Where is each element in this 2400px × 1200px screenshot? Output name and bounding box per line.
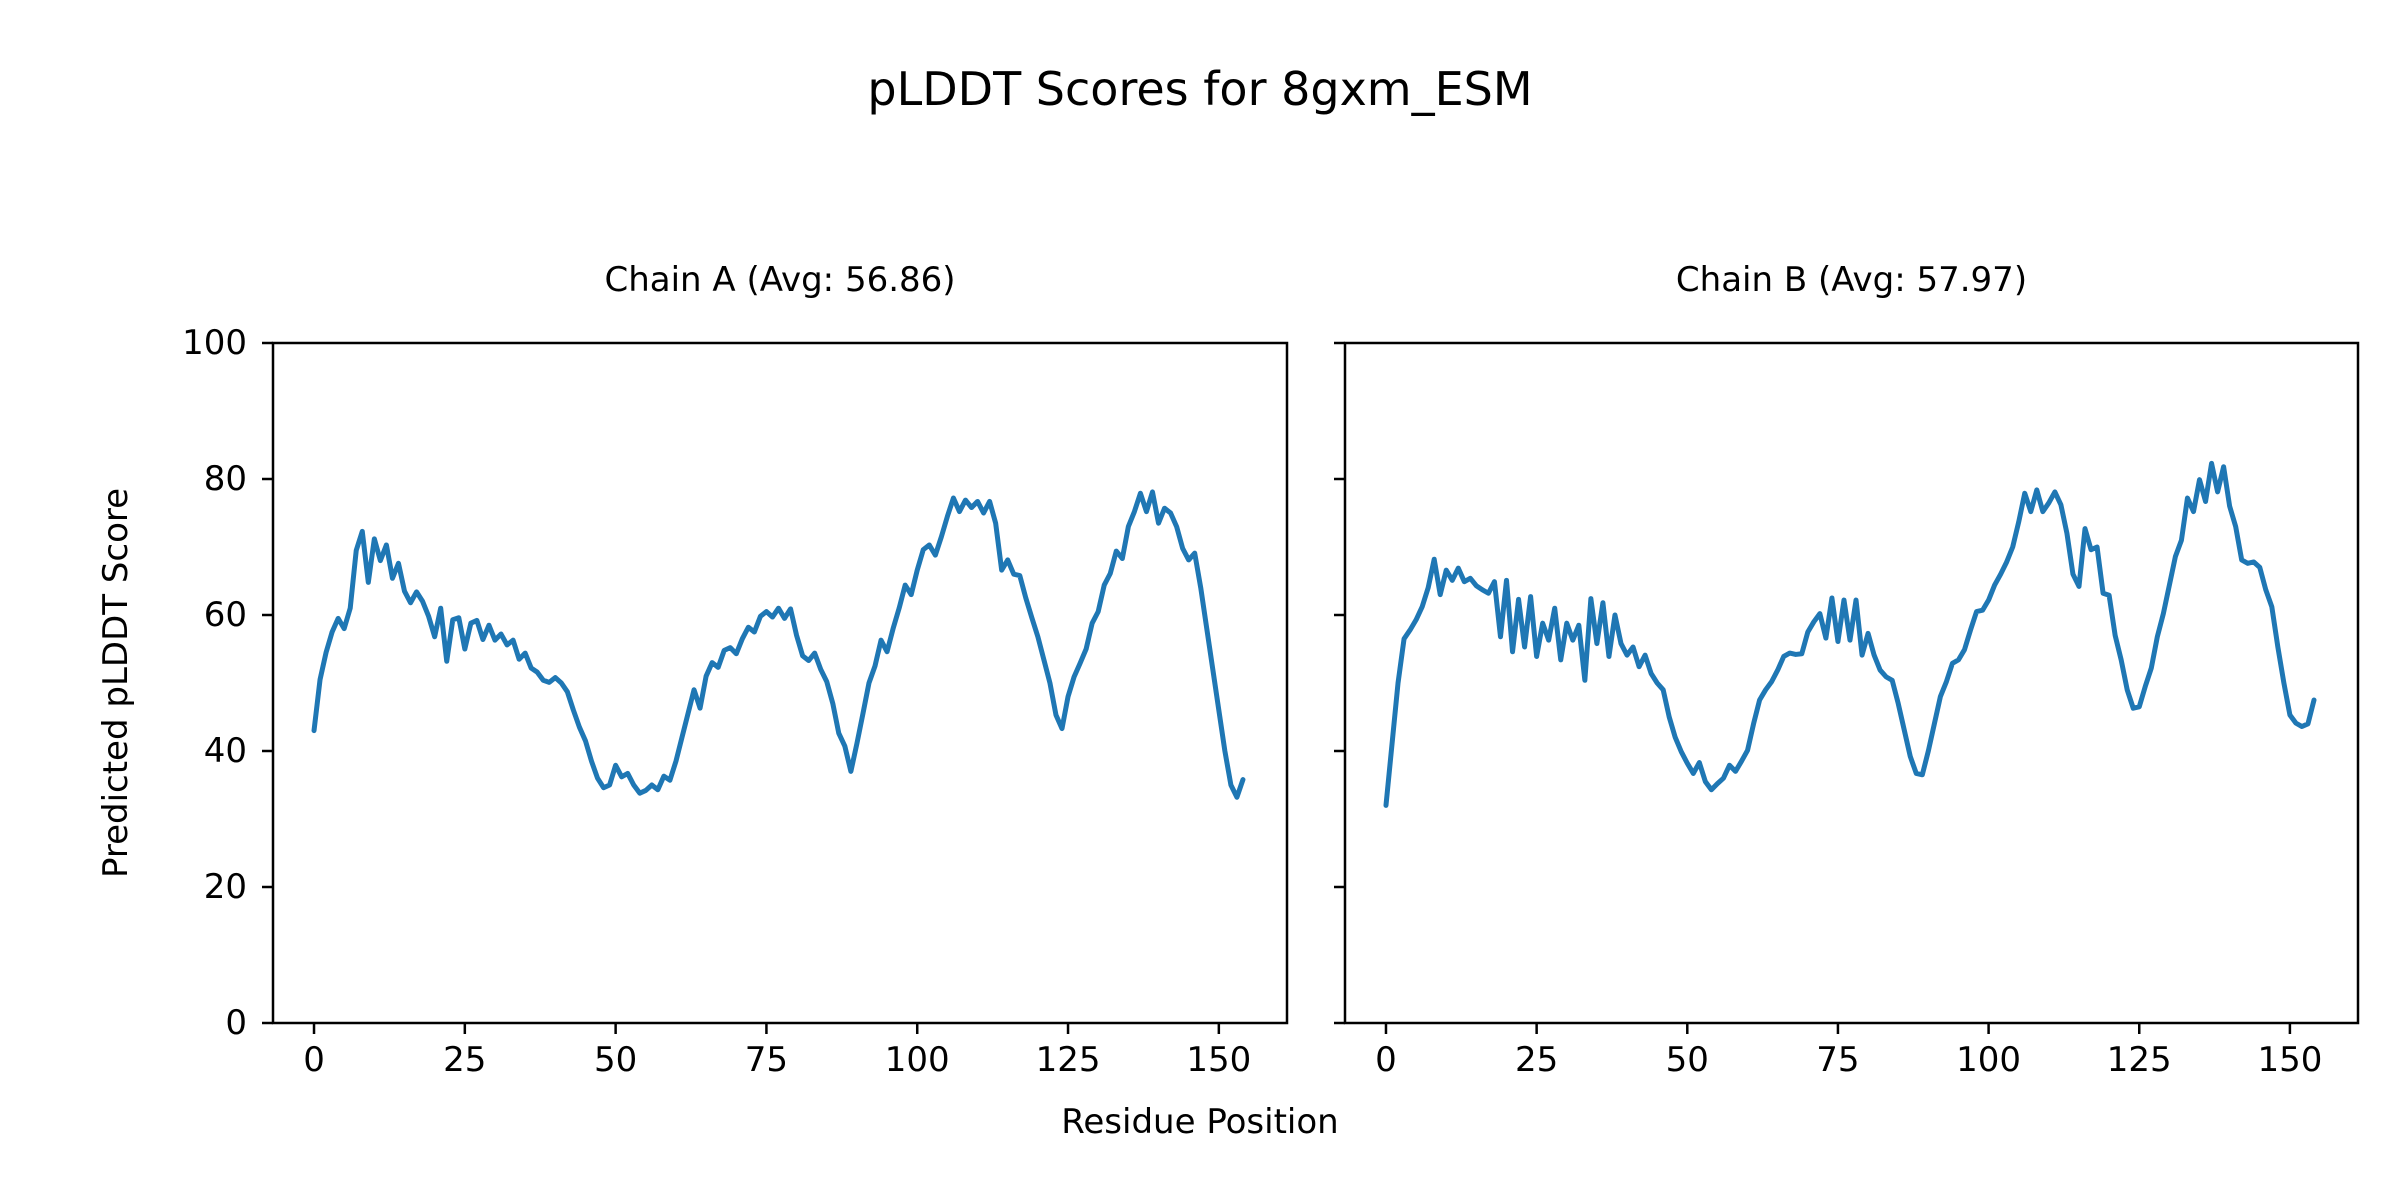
y-tick-label: 20 [203, 867, 247, 907]
x-tick-label: 0 [303, 1040, 325, 1080]
axes-spines-chain-b [1343, 341, 2360, 1025]
y-tick-label: 100 [182, 323, 247, 363]
y-tick-label: 60 [203, 595, 247, 635]
x-tick-label: 100 [1956, 1040, 2022, 1080]
subplot-title-chain-a: Chain A (Avg: 56.86) [604, 260, 956, 300]
x-tick-label: 75 [1816, 1040, 1860, 1080]
x-tick-label: 25 [443, 1040, 487, 1080]
x-axis-label: Residue Position [1061, 1102, 1339, 1142]
y-axis-label: Predicted pLDDT Score [96, 487, 136, 879]
chain-b-line [1383, 460, 2317, 808]
x-tick-label: 50 [1665, 1040, 1709, 1080]
x-tick-label: 0 [1375, 1040, 1397, 1080]
subplot-title-chain-b: Chain B (Avg: 57.97) [1675, 260, 2028, 300]
y-tick-label: 0 [225, 1003, 247, 1043]
x-tick-label: 150 [2257, 1040, 2323, 1080]
y-tick-label: 40 [203, 731, 247, 771]
figure-title: pLDDT Scores for 8gxm_ESM [867, 62, 1533, 116]
x-tick-label: 75 [744, 1040, 789, 1080]
x-tick-label: 125 [2106, 1040, 2172, 1080]
x-tick-label: 150 [1186, 1040, 1252, 1080]
chain-a-line [311, 489, 1246, 800]
axes-spines-chain-a [271, 341, 1289, 1025]
x-tick-label: 100 [884, 1040, 950, 1080]
x-tick-label: 25 [1514, 1040, 1559, 1080]
x-tick-label: 50 [593, 1040, 638, 1080]
y-tick-label: 80 [203, 459, 247, 499]
x-tick-label: 125 [1035, 1040, 1101, 1080]
